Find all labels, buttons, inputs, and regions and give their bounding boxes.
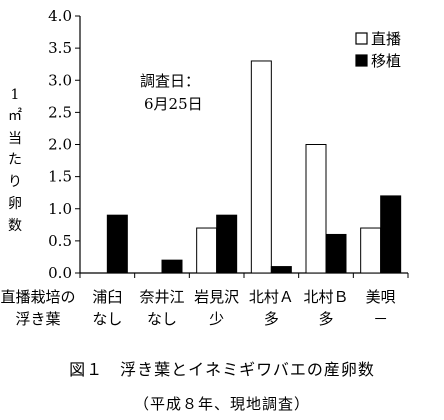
x-category-label: 美唄 xyxy=(366,288,396,306)
annotation-line: 調査日： xyxy=(140,72,200,90)
legend-label: 移植 xyxy=(371,52,401,70)
x-category-sublabel: 多 xyxy=(318,310,333,328)
x-category-label: 岩見沢 xyxy=(194,288,239,306)
figure-note: （平成８年、現地調査） xyxy=(133,395,310,413)
y-axis-label-char: 卵 xyxy=(8,196,22,212)
y-tick-label: 1.5 xyxy=(48,168,72,186)
annotation: 調査日： 6月25日 xyxy=(140,72,203,113)
y-axis-label-char: 1 xyxy=(11,87,20,103)
x-category-label: 北村Ａ xyxy=(249,288,294,306)
bar-移植 xyxy=(106,214,128,274)
y-tick-label: 3.0 xyxy=(48,71,72,89)
y-tick-label: 4.0 xyxy=(48,7,72,25)
bar-移植 xyxy=(161,259,183,274)
legend-swatch-直播 xyxy=(355,32,368,45)
bar-移植 xyxy=(216,214,238,274)
figure-caption: 図１ 浮き葉とイネミギワバエの産卵数 xyxy=(69,360,375,379)
x-category-label: 浦臼 xyxy=(92,288,122,306)
x-category-sublabel: なし xyxy=(92,310,122,328)
axes xyxy=(75,15,409,278)
y-axis-label-char: ㎡ xyxy=(8,108,22,124)
y-tick-label: 0.0 xyxy=(48,264,72,282)
bar-直播 xyxy=(360,227,382,274)
y-tick-label: 2.0 xyxy=(48,136,72,154)
annotation-line: 6月25日 xyxy=(144,95,203,113)
y-tick-label: 1.0 xyxy=(48,200,72,218)
bar-直播 xyxy=(196,227,218,274)
legend-swatch-移植 xyxy=(355,54,368,67)
bar-直播 xyxy=(305,144,327,274)
x-category-label: 北村Ｂ xyxy=(303,288,348,306)
y-axis-label-char: 当 xyxy=(8,131,22,147)
y-axis-label-char: り xyxy=(8,174,22,190)
x-category-sublabel: 少 xyxy=(209,310,224,328)
y-axis-label-char: た xyxy=(8,152,22,168)
y-tick-label: 2.5 xyxy=(48,103,72,121)
x-category-label: 奈井江 xyxy=(139,288,184,306)
bar-直播 xyxy=(250,60,272,274)
x-row-label-line: 浮き葉 xyxy=(15,310,60,328)
x-category-sublabel: 多 xyxy=(264,310,279,328)
x-category-sublabel: － xyxy=(373,310,388,328)
bar-移植 xyxy=(270,266,292,274)
y-axis-label-char: 数 xyxy=(8,218,22,234)
x-row-label-line: 直播栽培の xyxy=(0,288,75,306)
bar-移植 xyxy=(325,233,347,274)
y-tick-label: 3.5 xyxy=(48,39,72,57)
legend-label: 直播 xyxy=(371,30,401,48)
bars xyxy=(106,60,402,274)
y-tick-label: 0.5 xyxy=(48,232,72,250)
y-tick-labels: 0.0 0.5 1.0 1.5 2.0 2.5 3.0 3.5 4.0 xyxy=(48,7,72,282)
bar-移植 xyxy=(380,195,402,274)
x-category-sublabel: なし xyxy=(147,310,177,328)
